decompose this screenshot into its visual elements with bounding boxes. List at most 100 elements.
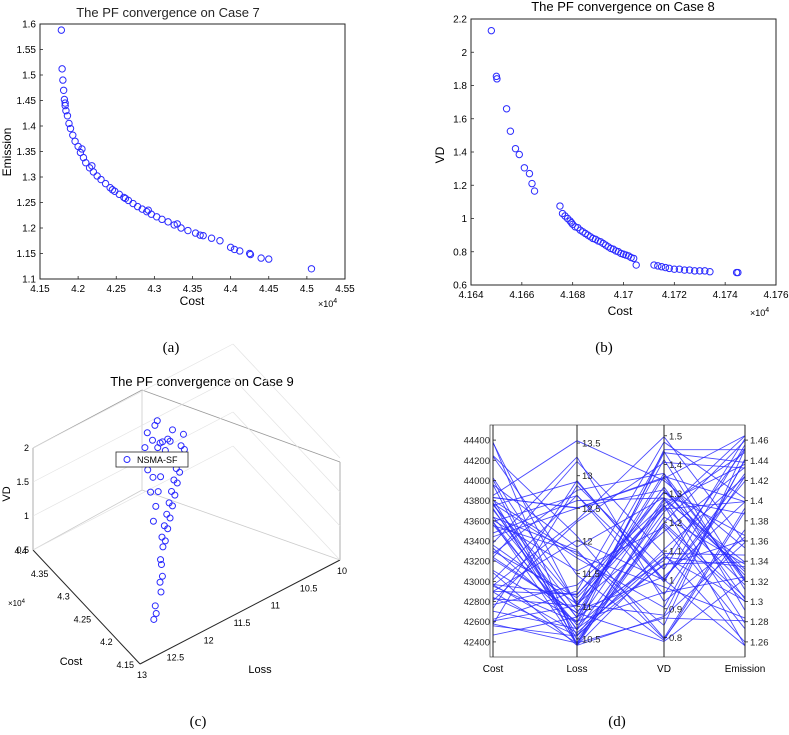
- chart-a-point: [69, 131, 77, 139]
- chart-b: The PF convergence on Case 8 4.164 4.166 4…: [433, 0, 789, 356]
- chart-a-point: [230, 245, 239, 254]
- chart-a-point: [59, 76, 67, 84]
- chart-b-point: [563, 214, 572, 223]
- chart-b-xlabel: Cost: [608, 304, 633, 318]
- chart-a-y-tick-label: 1.2: [22, 224, 36, 235]
- chart-b-point: [567, 218, 576, 227]
- chart-d-tick-label: 1.3: [669, 489, 682, 500]
- chart-d-tick-label: 13.5: [582, 439, 601, 450]
- chart-a-point: [66, 124, 75, 133]
- chart-a-point: [101, 179, 110, 188]
- chart-d-series-line: [492, 476, 746, 580]
- chart-b-point: [690, 267, 699, 275]
- chart-a-point: [74, 142, 82, 151]
- chart-c: The PF convergence on Case 9 NSMA-SF 0.5…: [1, 343, 347, 730]
- chart-d-tick-label: 13: [582, 471, 593, 482]
- chart-b-point: [632, 261, 640, 269]
- chart-c-point: [159, 438, 167, 446]
- chart-d-axis-label-vd: VD: [657, 664, 671, 675]
- chart-b-point: [650, 261, 658, 269]
- chart-b-x-tick-label: 4.176: [763, 290, 788, 301]
- chart-c-grid-line: [232, 445, 341, 561]
- chart-d-series-line: [492, 501, 746, 612]
- chart-c-point: [168, 502, 176, 510]
- chart-d-series-line: [492, 440, 746, 637]
- chart-a-point: [78, 145, 86, 153]
- chart-c-x-tick-label: 11: [271, 601, 280, 611]
- chart-a-xlabel: Cost: [180, 294, 205, 308]
- chart-b-point: [665, 264, 673, 273]
- chart-b-point: [696, 267, 704, 275]
- chart-c-point: [152, 609, 160, 617]
- chart-c-x-tick-label: 10: [337, 566, 347, 576]
- chart-b-title: The PF convergence on Case 8: [531, 0, 715, 14]
- chart-a-point: [88, 162, 96, 170]
- chart-c-point: [158, 533, 166, 541]
- chart-d-tick-label: 43200: [464, 557, 490, 568]
- chart-a-point: [158, 215, 166, 224]
- chart-d-tick-label: 1.42: [750, 476, 769, 487]
- chart-d-tick-label: 43400: [464, 537, 490, 548]
- chart-a-point: [58, 65, 66, 73]
- chart-a-point: [184, 226, 192, 235]
- chart-b-point: [734, 268, 742, 277]
- chart-a-point: [106, 184, 114, 192]
- chart-a-point: [216, 237, 224, 245]
- chart-c-point: [173, 479, 181, 487]
- chart-d-series-line: [492, 501, 746, 595]
- chart-b-caption: (b): [595, 340, 613, 356]
- chart-a-point: [236, 247, 244, 255]
- chart-c-point: [157, 561, 165, 569]
- chart-c-point: [143, 429, 151, 437]
- chart-b-point: [528, 179, 536, 188]
- chart-b-point: [706, 268, 714, 276]
- chart-a-point: [108, 186, 117, 194]
- chart-a-point: [59, 86, 68, 95]
- chart-b-x-tick-label: 4.174: [713, 290, 738, 301]
- chart-c-x-tick-label: 13: [137, 670, 147, 680]
- chart-c-point: [180, 445, 188, 453]
- chart-b-point: [530, 187, 539, 195]
- chart-c-y-tick-label: 4.25: [74, 614, 92, 624]
- chart-d-series-line: [492, 558, 746, 642]
- chart-c-y-tick-label: 4.3: [57, 592, 70, 602]
- chart-d-tick-label: 1.4: [750, 496, 763, 507]
- chart-a: The PF convergence on Case 7 4.15 4.2 4.25…: [0, 5, 355, 356]
- chart-a-y-tick-label: 1.35: [17, 147, 37, 158]
- chart-a-x-tick-label: 4.15: [30, 284, 50, 295]
- chart-c-point: [171, 491, 179, 499]
- chart-c-caption: (c): [190, 714, 207, 730]
- chart-b-point: [525, 169, 534, 178]
- chart-d-tick-label: 1.2: [669, 518, 682, 529]
- chart-b-point: [675, 265, 684, 273]
- chart-b-point: [561, 212, 569, 220]
- chart-b-point: [685, 266, 694, 274]
- chart-a-y-tick-label: 1.15: [17, 249, 37, 260]
- chart-d-tick-label: 44400: [464, 436, 490, 447]
- chart-c-point: [156, 578, 164, 586]
- chart-b-point: [556, 202, 564, 210]
- chart-d-series-line: [492, 569, 746, 622]
- chart-d-tick-label: 43800: [464, 496, 490, 507]
- chart-c-zlabel: VD: [1, 486, 13, 501]
- chart-c-y-exponent: ×104: [8, 599, 26, 608]
- chart-d-tick-label: 1.44: [750, 456, 769, 467]
- chart-a-x-tick-label: 4.5: [300, 284, 314, 295]
- chart-a-y-tick-label: 1.1: [22, 275, 36, 286]
- chart-d-series-line: [492, 497, 746, 624]
- chart-c-point: [157, 588, 165, 596]
- chart-a-point: [164, 218, 172, 226]
- chart-a-point: [173, 220, 181, 228]
- chart-d-series-line: [492, 502, 746, 644]
- chart-c-title: The PF convergence on Case 9: [110, 374, 294, 389]
- chart-b-point: [515, 150, 523, 159]
- chart-b-point: [680, 266, 689, 274]
- chart-c-point: [149, 436, 157, 444]
- chart-a-point: [265, 255, 273, 263]
- chart-c-point: [157, 556, 165, 564]
- chart-b-point: [670, 265, 679, 273]
- chart-c-y-tick-label: 4.2: [100, 637, 113, 647]
- chart-d-axis-label-cost: Cost: [483, 664, 504, 675]
- chart-d-series-line: [492, 460, 746, 643]
